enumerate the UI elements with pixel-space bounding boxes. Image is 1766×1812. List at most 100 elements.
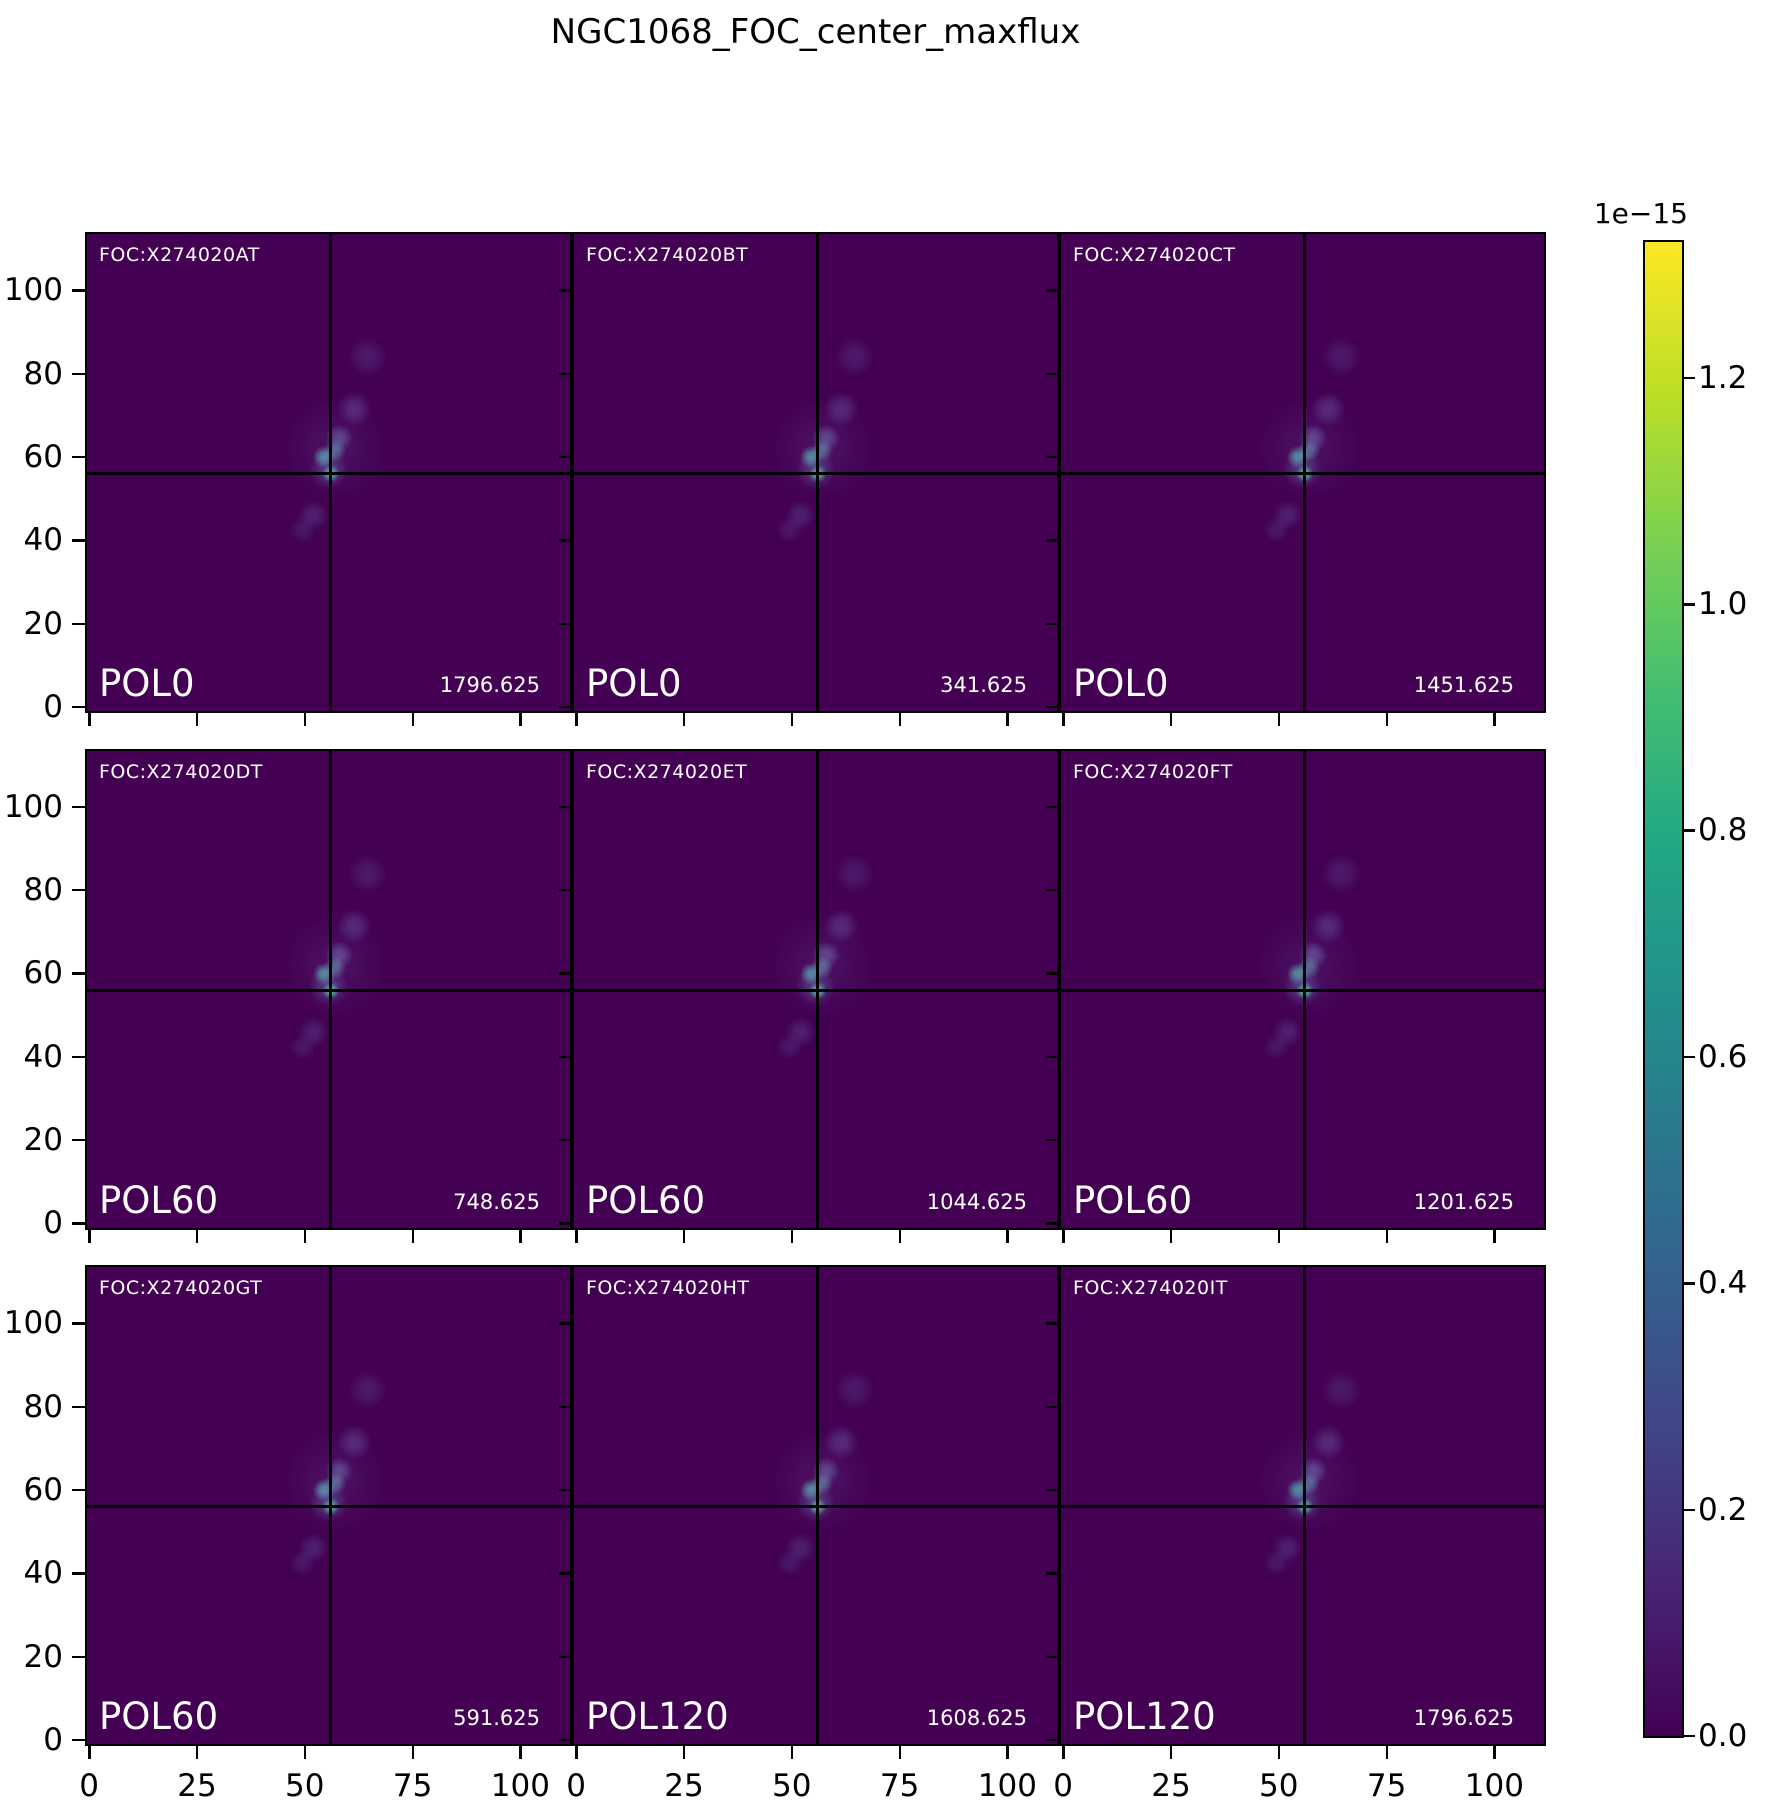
y-axis-tick-mark [72,1055,85,1059]
x-axis-tick-mark [682,713,686,726]
polarizer-label: POL120 [586,1695,729,1738]
colorbar-tick-label: 0.2 [1698,1491,1748,1528]
image-panel: FOC:X274020IT POL120 1796.625 0 25 50 75 100 [1046,1265,1546,1804]
x-axis-tick-label: 100 [490,1768,550,1804]
y-axis-tick-label: 80 [23,355,63,392]
y-axis-tick-mark [72,705,85,709]
maxflux-value-label: 341.625 [940,673,1027,697]
x-axis-tick-mark [303,1746,307,1759]
maxflux-value-label: 1201.625 [1413,1189,1514,1214]
y-axis-tick-mark [1046,1405,1059,1408]
colorbar-tick-mark [1684,1055,1695,1059]
polarizer-label: POL120 [1073,1695,1216,1738]
y-axis-tick-label: 0 [43,688,63,725]
x-axis-tick-mark [575,713,578,726]
colorbar-tick-label: 0.8 [1698,812,1748,849]
x-axis-tick-mark [411,1229,414,1243]
y-axis-tick-mark [559,1222,572,1225]
y-axis-tick-mark [559,539,572,542]
x-axis-tick-label: 25 [177,1768,217,1804]
y-axis-tick-label: 0 [43,1721,63,1758]
x-axis-tick-label: 50 [1259,1768,1299,1804]
y-axis-tick-mark [1046,1139,1059,1142]
y-axis-tick-mark [72,889,85,892]
dataset-label: FOC:X274020BT [586,244,749,266]
y-axis-tick-mark [1046,539,1059,542]
x-axis-tick-mark [1385,1229,1388,1243]
crosshair-horizontal-line [1061,1505,1544,1509]
colorbar-tick-mark [1684,1735,1695,1738]
x-axis-tick-label: 0 [79,1768,100,1804]
y-axis-tick-mark [559,1655,572,1658]
x-axis-tick-label: 75 [392,1768,433,1804]
crosshair-horizontal-line [574,472,1057,476]
x-axis-tick-label: 25 [664,1768,704,1804]
y-axis-tick-mark [559,372,572,375]
y-axis-tick-mark [1046,1222,1059,1225]
colorbar-tick-mark [1684,1282,1695,1285]
x-axis-tick-mark [303,1229,307,1243]
y-axis-tick-mark [72,972,85,975]
y-axis-tick-mark [72,805,85,809]
crosshair-horizontal-line [87,472,570,476]
colorbar-tick-mark [1684,829,1695,832]
x-axis-tick-mark [898,1229,901,1243]
x-axis-tick-mark [1277,1746,1281,1759]
y-axis-tick-mark [559,1738,572,1742]
y-axis-tick-mark [72,1139,85,1142]
y-axis-tick-mark [559,972,572,975]
x-axis-tick-mark [1493,713,1496,726]
y-axis-tick-label: 100 [3,1305,63,1342]
y-axis-tick-label: 0 [43,1205,63,1242]
y-axis-tick-mark [559,455,572,459]
x-axis-tick-mark [1062,1746,1065,1759]
y-axis-tick-mark [559,1322,572,1325]
x-axis-tick-label: 50 [285,1768,325,1804]
x-axis-tick-mark [519,1229,522,1243]
dataset-label: FOC:X274020HT [586,1277,750,1299]
maxflux-value-label: 1608.625 [926,1706,1027,1730]
dataset-label: FOC:X274020GT [99,1277,263,1299]
x-axis-tick-mark [575,1746,578,1759]
image-panel: FOC:X274020HT POL120 1608.625 0 25 50 75 100 [559,1265,1059,1804]
y-axis-tick-mark [559,622,572,625]
maxflux-value-label: 1451.625 [1413,673,1514,697]
x-axis-tick-mark [88,1746,91,1759]
x-axis-tick-mark [790,713,794,726]
maxflux-value-label: 1796.625 [1413,1706,1514,1730]
y-axis-tick-mark [559,1139,572,1142]
x-axis-tick-mark [790,1229,794,1243]
x-axis-tick-label: 0 [1053,1768,1074,1804]
polarizer-label: POL0 [1073,662,1169,705]
x-axis-tick-mark [195,1746,199,1759]
y-axis-tick-mark [559,705,572,709]
y-axis-tick-label: 40 [23,1038,63,1075]
y-axis-tick-mark [1046,889,1059,892]
polarizer-label: POL0 [586,662,682,705]
maxflux-value-label: 1796.625 [439,673,540,697]
y-axis-tick-mark [559,1488,572,1492]
image-panel: FOC:X274020ET POL60 1044.625 [559,748,1059,1243]
x-axis-tick-mark [88,713,91,726]
y-axis-tick-mark [1046,1655,1059,1658]
x-axis-tick-mark [1169,713,1173,726]
crosshair-horizontal-line [87,988,570,992]
colorbar-tick-mark [1684,603,1695,606]
x-axis-tick-mark [195,1229,199,1243]
colorbar-tick-label: 0.0 [1698,1718,1748,1754]
x-axis-tick-label: 100 [1464,1768,1524,1804]
x-axis-tick-mark [519,1746,522,1759]
y-axis-tick-mark [1046,1322,1059,1325]
y-axis-tick-mark [72,1222,85,1225]
y-axis-tick-label: 100 [3,272,63,309]
x-axis-tick-mark [411,713,414,726]
image-panel: FOC:X274020BT POL0 341.625 [559,232,1059,726]
y-axis-tick-mark [559,805,572,809]
y-axis-tick-mark [1046,455,1059,459]
colorbar-tick-mark [1684,1508,1695,1512]
x-axis-tick-label: 0 [566,1768,587,1804]
dataset-label: FOC:X274020FT [1073,760,1233,783]
x-axis-tick-mark [1062,1229,1065,1243]
y-axis-tick-mark [559,1572,572,1575]
